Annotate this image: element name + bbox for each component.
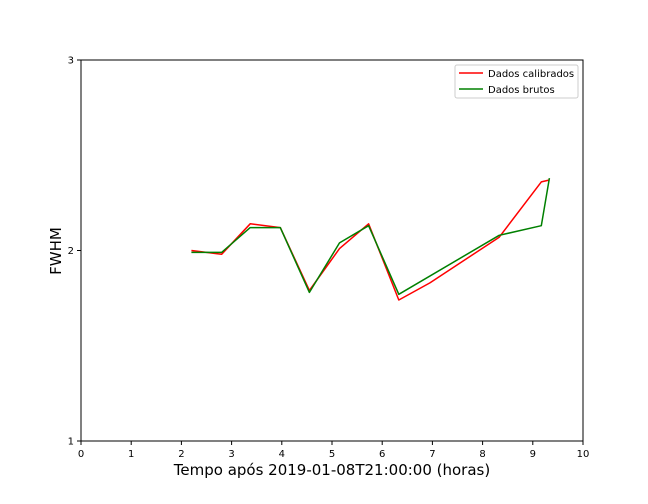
y-tick-label: 2: [68, 246, 74, 257]
series-layer: [191, 177, 551, 301]
x-tick-label: 3: [228, 449, 234, 460]
y-tick-label: 3: [68, 56, 74, 67]
x-tick-label: 1: [128, 449, 134, 460]
x-tick-label: 9: [530, 449, 536, 460]
x-axis-ticks: 0 1 2 3 4 5 6 7 8 9 10: [78, 441, 590, 460]
y-axis-label: FWHM: [47, 227, 65, 275]
x-axis-label: Tempo após 2019-01-08T21:00:00 (horas): [173, 461, 490, 479]
x-tick-label: 6: [379, 449, 385, 460]
x-tick-label: 10: [577, 449, 590, 460]
legend: Dados calibrados Dados brutos: [454, 64, 579, 99]
y-tick-label: 1: [68, 437, 74, 448]
legend-box: [454, 64, 579, 99]
series-line-brutos: [191, 177, 551, 296]
legend-label-calibrados: Dados calibrados: [488, 69, 574, 80]
y-axis-ticks: 1 2 3: [68, 56, 81, 448]
legend-label-brutos: Dados brutos: [488, 85, 555, 96]
x-tick-label: 0: [78, 449, 84, 460]
series-line-calibrados: [191, 179, 550, 301]
x-tick-label: 5: [329, 449, 335, 460]
x-tick-label: 7: [429, 449, 435, 460]
x-tick-label: 2: [178, 449, 184, 460]
x-tick-label: 8: [479, 449, 485, 460]
x-tick-label: 4: [279, 449, 285, 460]
plot-area: [81, 60, 583, 441]
